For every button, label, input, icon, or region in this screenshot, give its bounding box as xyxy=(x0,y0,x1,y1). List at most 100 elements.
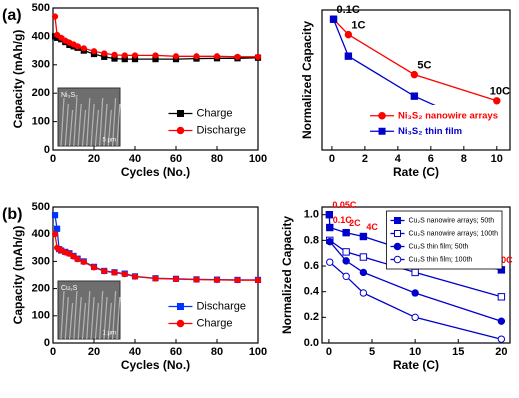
panel-label: (b) xyxy=(2,206,22,223)
inset-texture xyxy=(69,109,74,147)
inset-texture xyxy=(86,97,91,147)
marker xyxy=(411,289,419,297)
point-label: 1C xyxy=(351,20,365,32)
x-tick-label: 8 xyxy=(461,153,467,165)
legend-box xyxy=(386,210,503,270)
marker xyxy=(359,289,368,297)
marker xyxy=(342,228,350,237)
x-tick-label: 0 xyxy=(50,346,56,358)
x-axis-label: Cycles (No.) xyxy=(121,165,190,179)
y-tick-label: 0 xyxy=(44,144,50,156)
marker xyxy=(410,70,419,79)
x-tick-label: 6 xyxy=(428,153,434,165)
marker xyxy=(152,52,159,59)
inset-texture xyxy=(103,296,108,340)
legend-box xyxy=(366,105,502,142)
plot-frame xyxy=(321,206,511,344)
y-axis-label: Capacity (mAh/g) xyxy=(11,226,25,325)
inset-texture xyxy=(73,97,78,147)
y-tick-label: 200 xyxy=(32,87,50,99)
marker xyxy=(213,53,221,60)
inset-texture xyxy=(116,296,121,340)
x-tick-label: 60 xyxy=(170,153,182,165)
inset-texture xyxy=(73,290,78,340)
marker xyxy=(193,276,200,283)
marker xyxy=(101,50,108,57)
inset-texture xyxy=(81,109,87,147)
marker xyxy=(359,232,368,241)
marker xyxy=(54,31,61,39)
legend: Cu₂S nanowire arrays; 50th Cu₂S nanowire … xyxy=(386,210,503,270)
x-tick-label: 4 xyxy=(395,153,402,165)
marker xyxy=(80,45,87,52)
marker xyxy=(326,258,334,266)
inset-texture xyxy=(107,302,112,340)
marker xyxy=(54,225,61,232)
inset-texture xyxy=(81,302,87,340)
legend-label: Cu₂S nanowire arrays; 100th xyxy=(409,230,499,237)
inset-texture xyxy=(77,103,82,147)
marker xyxy=(325,210,334,219)
x-tick-label: 20 xyxy=(88,346,100,358)
legend-box xyxy=(164,295,250,335)
x-axis-label: Rate (C) xyxy=(393,358,439,372)
x-tick-label: 10 xyxy=(491,153,503,165)
inset-texture xyxy=(60,290,65,340)
inset-texture xyxy=(90,296,95,340)
y-tick-label: 0.0 xyxy=(304,337,319,349)
marker xyxy=(342,257,350,265)
legend-marker xyxy=(378,127,386,135)
y-tick-label: 500 xyxy=(32,201,50,213)
legend-marker xyxy=(393,255,402,264)
inset-label: Ni₃S₂ xyxy=(61,92,78,99)
x-tick-label: 40 xyxy=(129,346,141,358)
inset-texture xyxy=(60,97,65,147)
legend-marker xyxy=(176,110,184,117)
marker xyxy=(193,53,200,60)
legend-marker xyxy=(176,319,185,328)
point-label: 5C xyxy=(417,60,431,72)
inset-texture xyxy=(99,290,104,340)
inset-texture xyxy=(99,97,104,147)
legend-label: Cu₂S thin film; 50th xyxy=(409,243,469,250)
marker xyxy=(254,53,262,60)
legend-label: Discharge xyxy=(196,300,246,312)
legend-label: Cu₂S thin film; 100th xyxy=(409,256,473,263)
inset-texture xyxy=(64,296,69,340)
marker xyxy=(326,223,334,232)
marker xyxy=(66,250,73,257)
plot-frame xyxy=(321,9,511,151)
panel-label: (a) xyxy=(2,7,22,24)
legend-marker xyxy=(393,242,402,251)
marker xyxy=(497,293,506,301)
marker xyxy=(326,237,334,246)
inset-texture xyxy=(116,103,121,147)
y-tick-label: 200 xyxy=(32,283,50,295)
y-tick-label: 1.0 xyxy=(304,209,319,221)
marker xyxy=(497,335,506,343)
point-label: 20C xyxy=(496,255,513,265)
marker xyxy=(152,275,159,282)
inset-texture xyxy=(69,302,74,340)
x-axis-label: Rate (C) xyxy=(393,165,439,179)
marker xyxy=(51,13,59,20)
legend-label: Discharge xyxy=(196,124,246,136)
legend: Ni₃S₂ nanowire arrays Ni₃S₂ thin film xyxy=(366,105,502,142)
x-tick-label: 15 xyxy=(452,346,464,358)
marker xyxy=(411,313,419,322)
x-tick-label: 100 xyxy=(249,346,267,358)
x-tick-label: 100 xyxy=(249,153,267,165)
x-tick-label: 5 xyxy=(369,346,375,358)
y-tick-label: 300 xyxy=(32,255,50,267)
marker xyxy=(131,52,139,59)
x-tick-label: 40 xyxy=(129,153,141,165)
marker xyxy=(58,34,65,41)
legend-label: Ni₃S₂ thin film xyxy=(398,126,462,137)
legend-marker xyxy=(176,303,184,310)
inset-texture xyxy=(94,109,99,147)
marker xyxy=(70,253,77,260)
marker xyxy=(74,256,81,263)
inset-texture xyxy=(103,103,108,147)
marker xyxy=(359,253,368,261)
